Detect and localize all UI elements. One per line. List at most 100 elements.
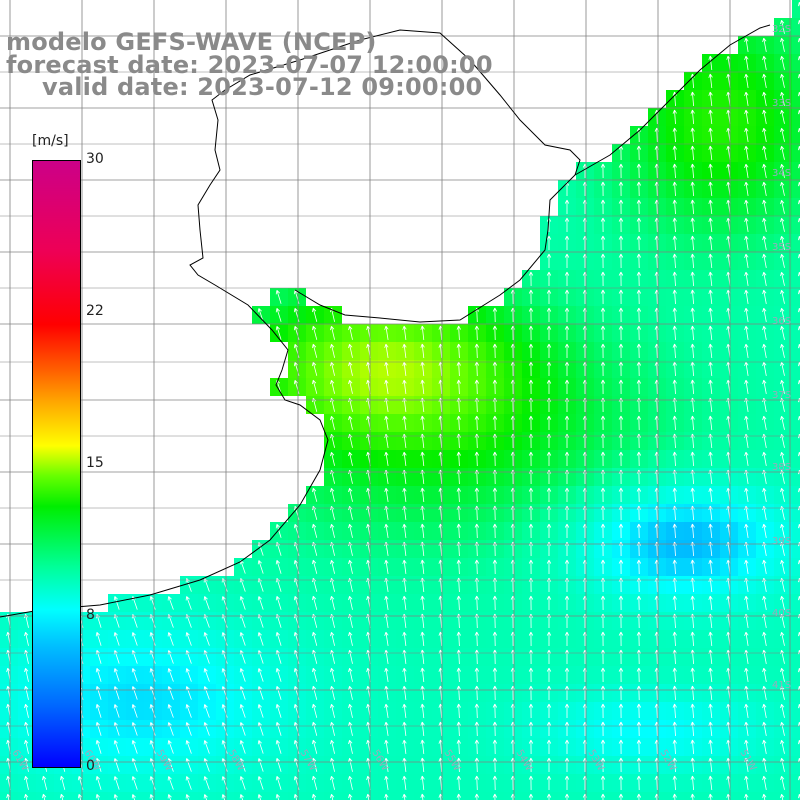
wind-arrow <box>149 668 156 682</box>
wind-arrow <box>348 451 353 466</box>
wind-arrow <box>275 560 282 574</box>
wind-arrow <box>744 757 749 772</box>
coastline-east <box>574 24 771 176</box>
wind-arrow <box>708 703 713 719</box>
colorbar-tick-0: 0 <box>86 758 95 774</box>
wind-arrow <box>167 794 172 800</box>
wind-arrow <box>402 739 407 754</box>
wind-arrow <box>312 649 318 664</box>
wind-arrow <box>780 721 785 736</box>
wind-arrow <box>636 739 642 755</box>
wind-arrow <box>708 559 713 575</box>
wind-arrow <box>474 325 480 341</box>
wind-arrow <box>762 271 767 286</box>
wind-arrow <box>636 235 642 251</box>
wind-arrow <box>762 127 767 142</box>
wind-arrow <box>600 721 606 737</box>
wind-arrow <box>384 703 389 718</box>
wind-cell <box>792 270 800 288</box>
wind-arrow <box>600 451 606 467</box>
wind-arrow <box>780 199 785 214</box>
wind-cell <box>792 18 800 36</box>
wind-arrow <box>672 163 677 179</box>
wind-arrow <box>744 523 749 538</box>
wind-arrow <box>402 703 407 718</box>
wind-arrow <box>690 289 695 305</box>
wind-arrow <box>672 325 677 341</box>
wind-arrow <box>420 343 425 359</box>
wind-arrow <box>708 631 713 647</box>
wind-arrow <box>131 668 138 682</box>
wind-arrow <box>257 596 264 610</box>
wind-arrow <box>131 650 138 664</box>
wind-arrow <box>384 685 389 700</box>
wind-arrow <box>95 722 102 736</box>
wind-arrow <box>402 523 407 538</box>
wind-arrow <box>690 775 695 791</box>
wind-cell <box>792 432 800 450</box>
wind-arrow <box>456 559 461 575</box>
wind-arrow <box>618 379 624 395</box>
wind-arrow <box>402 631 407 646</box>
colorbar-tick-15: 15 <box>86 455 104 471</box>
wind-arrow <box>275 524 282 538</box>
wind-arrow <box>546 757 552 772</box>
wind-arrow <box>618 415 624 431</box>
wind-arrow <box>780 487 785 502</box>
wind-arrow <box>564 343 570 358</box>
wind-arrow <box>474 361 480 377</box>
wind-arrow <box>528 703 534 719</box>
wind-arrow <box>348 757 353 772</box>
lat-label: 35S <box>772 242 791 253</box>
wind-arrow <box>690 667 695 683</box>
wind-arrow <box>528 379 534 395</box>
wind-arrow <box>744 235 749 250</box>
wind-cell <box>792 342 800 360</box>
wind-arrow <box>257 794 262 800</box>
wind-arrow <box>708 55 713 71</box>
wind-arrow <box>546 523 552 538</box>
wind-arrow <box>348 721 353 736</box>
wind-arrow <box>672 757 677 773</box>
wind-arrow <box>546 361 552 376</box>
wind-arrow <box>762 91 767 106</box>
wind-arrow <box>456 775 461 791</box>
wind-arrow <box>744 721 749 736</box>
wind-arrow <box>420 559 425 575</box>
wind-arrow <box>348 631 353 646</box>
wind-cell <box>792 594 800 612</box>
wind-arrow <box>293 794 299 800</box>
wind-arrow <box>600 667 606 683</box>
wind-cell <box>792 756 800 774</box>
wind-arrow <box>167 650 174 664</box>
wind-arrow <box>780 559 785 574</box>
wind-arrow <box>564 217 570 232</box>
wind-cell <box>792 522 800 540</box>
wind-arrow <box>690 253 695 269</box>
wind-arrow <box>24 631 29 646</box>
wind-arrow <box>456 487 461 503</box>
wind-arrow <box>636 379 642 395</box>
wind-arrow <box>708 487 713 503</box>
wind-arrow <box>546 379 552 394</box>
wind-arrow <box>239 632 246 646</box>
wind-arrow <box>456 739 461 755</box>
wind-arrow <box>492 307 498 323</box>
wind-arrow <box>402 757 407 772</box>
wind-arrow <box>330 523 335 538</box>
wind-arrow <box>780 667 785 682</box>
wind-arrow <box>780 793 785 800</box>
wind-arrow <box>257 650 264 664</box>
wind-arrow <box>672 667 677 683</box>
wind-arrow <box>708 91 713 107</box>
wind-arrow <box>492 685 498 701</box>
wind-arrow <box>60 775 66 790</box>
wind-arrow <box>744 487 749 502</box>
wind-arrow <box>564 307 570 322</box>
wind-arrow <box>690 631 695 647</box>
wind-arrow <box>348 703 353 718</box>
wind-arrow <box>528 361 534 377</box>
wind-arrow <box>384 667 389 682</box>
wind-arrow <box>384 721 389 736</box>
